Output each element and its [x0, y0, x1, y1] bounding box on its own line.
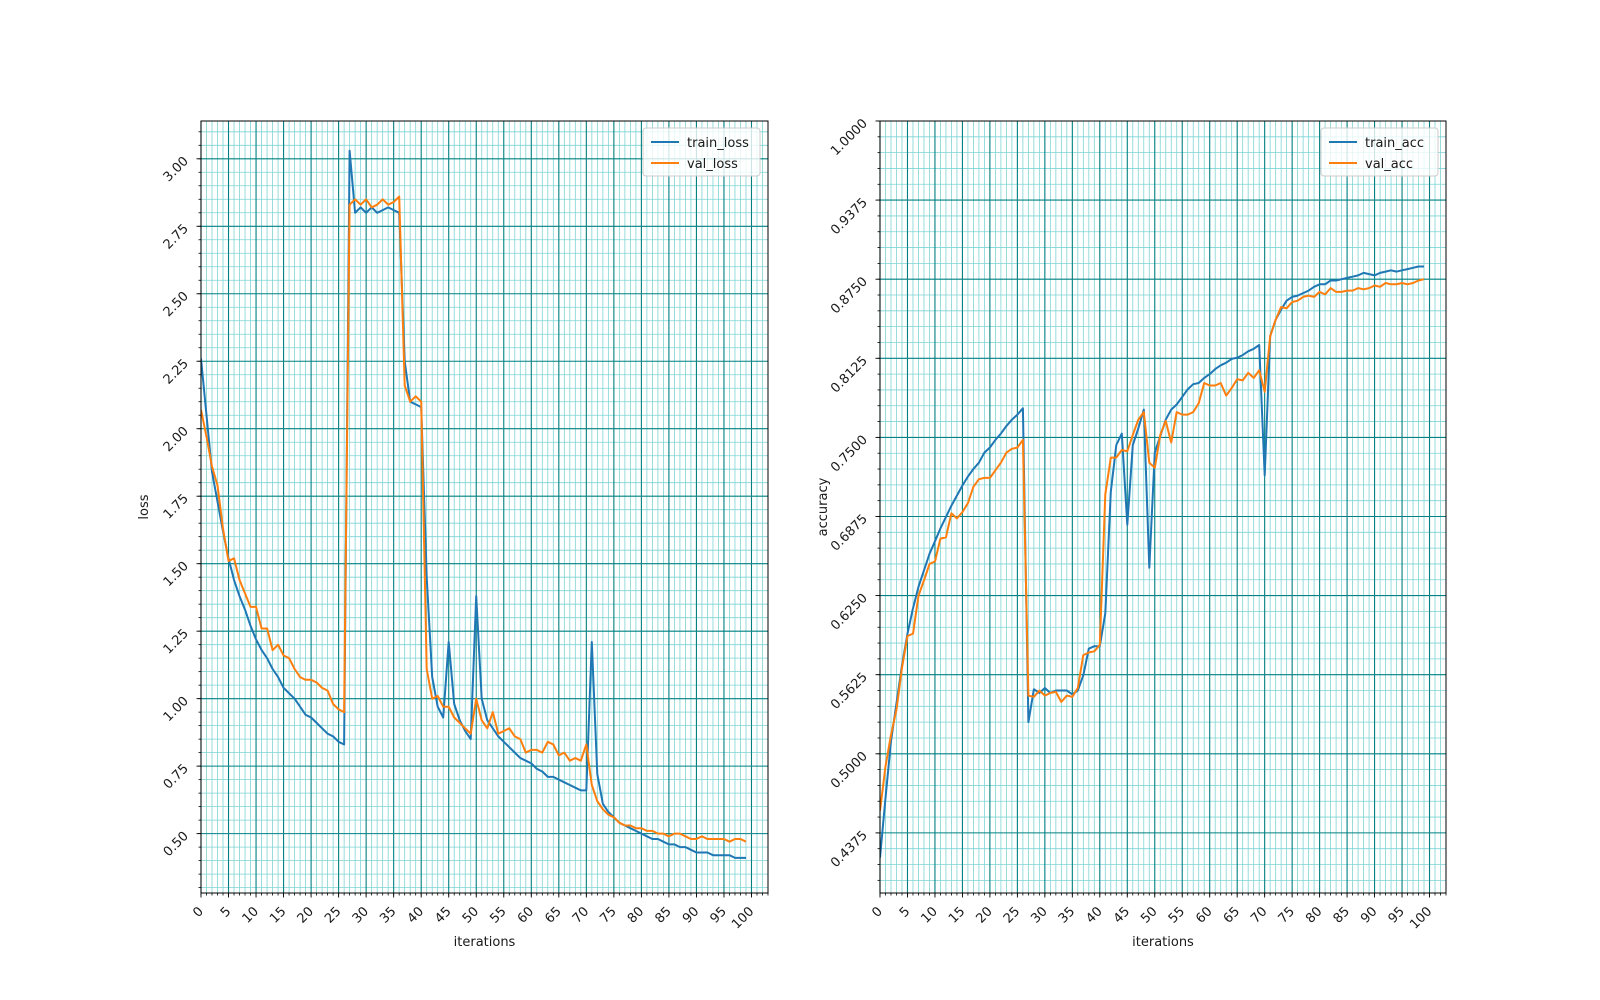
chart-2-x-tick-label: 35	[1056, 904, 1078, 926]
chart-2-x-tick-label: 65	[1221, 904, 1243, 926]
chart-2-legend: train_acc val_acc	[1320, 127, 1439, 177]
chart-2-x-tick-label: 0	[869, 904, 885, 920]
chart-1-y-tick-label: 1.25	[161, 626, 192, 657]
chart-1-legend-label-val_loss: val_loss	[687, 157, 738, 172]
chart-2-x-tick-label: 85	[1331, 904, 1353, 926]
chart-1-x-tick-label: 100	[729, 904, 757, 932]
chart-2: 0 5 10 15 20 25 30 35 40 45 50 55 60 65 70 75 80 85 90 95 10…	[816, 116, 1447, 950]
chart-1: 0 5 10 15 20 25 30 35 40 45 50 55 60 65 70 75 80 85 90 95 10…	[137, 120, 769, 950]
chart-1-series-val_loss	[201, 195, 747, 843]
chart-2-minor-grid	[880, 121, 1446, 893]
chart-2-x-tick-label: 5	[897, 904, 913, 920]
chart-2-y-tick-label: 1.0000	[828, 116, 871, 159]
chart-1-x-tick-label: 60	[515, 904, 537, 926]
chart-2-x-tick-label: 25	[1001, 904, 1023, 926]
chart-2-x-tick-label: 15	[946, 904, 968, 926]
chart-1-x-axis-label: iterations	[454, 935, 516, 950]
chart-2-y-axis-label: accuracy	[816, 477, 831, 536]
chart-1-x-tick-label: 90	[680, 904, 702, 926]
chart-1-x-tick-label: 80	[625, 904, 647, 926]
chart-1-x-tick-label: 25	[322, 904, 344, 926]
chart-2-x-tick-label: 10	[918, 904, 940, 926]
chart-1-x-tick-label: 15	[267, 904, 289, 926]
chart-2-x-tick-label: 80	[1303, 904, 1325, 926]
chart-1-x-tick-label: 30	[350, 904, 372, 926]
chart-2-x-tick-label: 90	[1358, 904, 1380, 926]
chart-2-y-tick-label: 0.5000	[828, 749, 871, 792]
chart-2-y-tick-label: 0.7500	[828, 433, 871, 476]
chart-1-x-tick-label: 45	[432, 904, 454, 926]
chart-2-x-tick-label: 100	[1407, 904, 1435, 932]
chart-1-major-grid	[200, 121, 768, 893]
chart-1-x-tick-label: 5	[218, 904, 234, 920]
chart-1-x-tick-label: 50	[460, 904, 482, 926]
chart-2-x-tick-label: 50	[1138, 904, 1160, 926]
chart-1-x-tick-label: 10	[240, 904, 262, 926]
chart-1-series-train_loss	[201, 149, 746, 859]
chart-1-legend: train_loss val_loss	[642, 127, 761, 177]
chart-2-major-grid	[879, 120, 1446, 893]
chart-2-y-tick-label: 0.8125	[828, 354, 871, 397]
chart-2-y-tick-label: 0.8750	[828, 274, 871, 317]
chart-1-x-tick-label: 65	[542, 904, 564, 926]
chart-2-x-tick-label: 55	[1166, 904, 1188, 926]
chart-1-y-tick-label: 2.25	[161, 356, 192, 387]
chart-1-x-tick-label: 95	[707, 904, 729, 926]
chart-2-x-tick-label: 75	[1276, 904, 1298, 926]
chart-1-y-tick-label: 0.50	[161, 829, 192, 860]
chart-1-y-tick-label: 1.00	[161, 694, 192, 725]
chart-2-y-tick-label: 0.4375	[828, 828, 871, 871]
chart-2-y-tick-label: 0.5625	[828, 670, 871, 713]
chart-1-x-tick-label: 0	[190, 904, 206, 920]
chart-2-legend-label-train_acc: train_acc	[1365, 136, 1424, 151]
chart-2-x-tick-label: 60	[1193, 904, 1215, 926]
chart-1-y-tick-label: 1.50	[161, 559, 192, 590]
chart-1-axes-frame	[200, 120, 769, 894]
chart-1-x-tick-label: 40	[405, 904, 427, 926]
chart-1-y-tick-label: 1.75	[161, 491, 192, 522]
chart-2-minor-ticks	[877, 120, 1447, 896]
chart-1-minor-grid	[201, 121, 768, 893]
chart-2-series-train_acc	[880, 265, 1424, 858]
chart-1-x-tick-label: 55	[487, 904, 509, 926]
chart-2-x-tick-label: 30	[1028, 904, 1050, 926]
chart-1-y-tick-label: 2.75	[161, 221, 192, 252]
chart-2-axes-frame	[879, 120, 1447, 894]
chart-2-x-tick-label: 20	[973, 904, 995, 926]
chart-2-y-tick-label: 0.6875	[828, 512, 871, 555]
chart-1-x-tick-label: 85	[652, 904, 674, 926]
chart-1-x-tick-label: 75	[597, 904, 619, 926]
chart-2-x-axis-label: iterations	[1132, 935, 1194, 950]
chart-2-y-tick-label: 0.6250	[828, 591, 871, 634]
chart-1-legend-label-train_loss: train_loss	[687, 136, 749, 151]
chart-2-x-tick-label: 95	[1386, 904, 1408, 926]
chart-1-x-tick-label: 35	[377, 904, 399, 926]
chart-2-x-tick-label: 45	[1111, 904, 1133, 926]
chart-1-y-tick-label: 2.00	[161, 424, 192, 455]
chart-2-y-tick-label: 0.9375	[828, 195, 871, 238]
chart-2-x-tick-label: 70	[1248, 904, 1270, 926]
chart-2-x-tick-label: 40	[1083, 904, 1105, 926]
chart-1-y-tick-label: 0.75	[161, 761, 192, 792]
chart-1-x-tick-label: 20	[295, 904, 317, 926]
chart-2-series-val_acc	[880, 278, 1425, 811]
chart-1-y-tick-label: 2.50	[161, 289, 192, 320]
chart-1-y-axis-label: loss	[137, 494, 152, 519]
chart-1-x-tick-label: 70	[570, 904, 592, 926]
chart-1-y-tick-label: 3.00	[161, 154, 192, 185]
chart-2-legend-label-val_acc: val_acc	[1365, 157, 1413, 172]
